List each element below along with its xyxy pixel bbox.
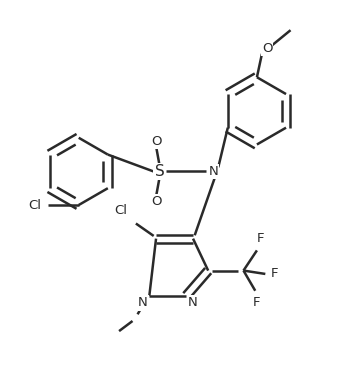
Text: Cl: Cl [29,198,42,212]
Text: O: O [262,42,272,55]
Text: N: N [188,297,198,309]
Text: S: S [155,164,164,179]
Text: F: F [271,268,278,280]
Text: N: N [138,297,148,309]
Text: Cl: Cl [115,204,127,217]
Text: O: O [151,195,161,208]
Text: F: F [257,232,264,245]
Text: F: F [253,296,261,309]
Text: O: O [151,135,161,148]
Text: N: N [208,165,218,178]
